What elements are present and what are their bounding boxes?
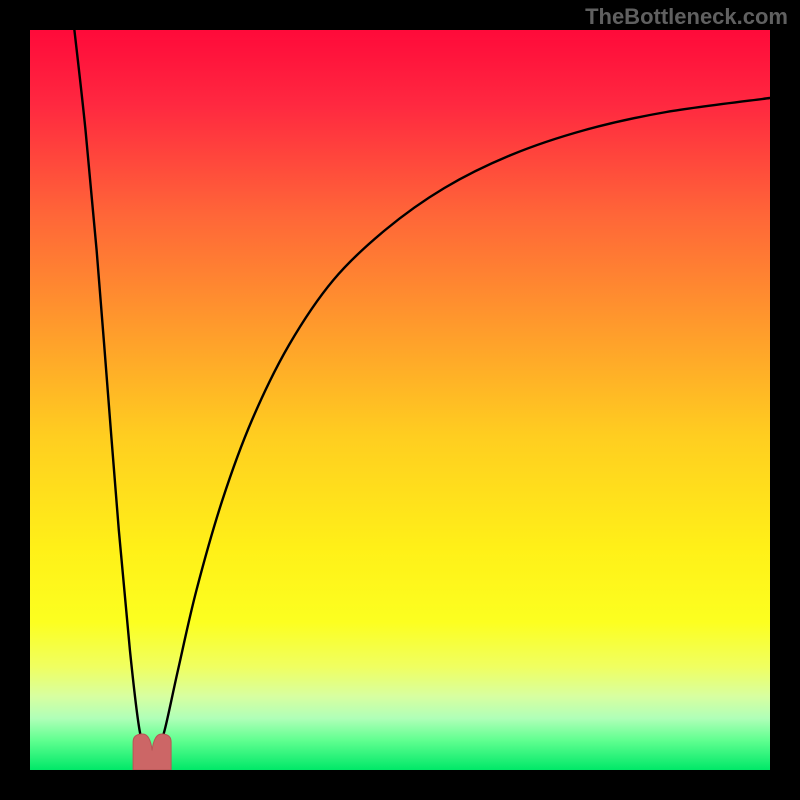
- canvas: TheBottleneck.com: [0, 0, 800, 800]
- watermark-text: TheBottleneck.com: [585, 4, 788, 30]
- plot-area: [30, 30, 770, 770]
- plot-svg: [30, 30, 770, 770]
- gradient-background: [30, 30, 770, 770]
